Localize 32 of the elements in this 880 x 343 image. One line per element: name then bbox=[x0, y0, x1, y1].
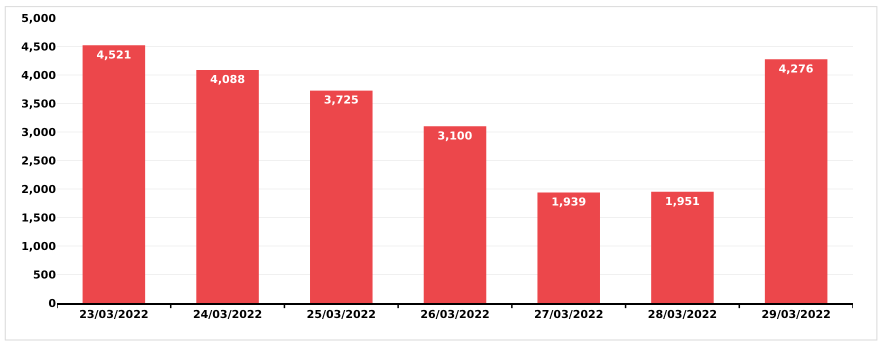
y-tick-label: 1,500 bbox=[21, 211, 56, 224]
bar bbox=[764, 59, 828, 303]
y-tick-label: 2,000 bbox=[21, 182, 56, 196]
x-tick-label: 27/03/2022 bbox=[534, 308, 604, 321]
bar bbox=[310, 90, 373, 303]
data-label: 4,088 bbox=[210, 72, 245, 86]
bar bbox=[537, 192, 600, 303]
data-label: 1,951 bbox=[665, 194, 700, 208]
bar bbox=[196, 70, 259, 303]
bar bbox=[424, 126, 486, 303]
y-tick-label: 3,500 bbox=[21, 97, 56, 110]
bar bbox=[82, 45, 146, 303]
y-tick-label: 5,000 bbox=[21, 12, 56, 25]
y-tick-label: 3,000 bbox=[21, 126, 56, 139]
bar bbox=[651, 192, 714, 303]
y-tick-label: 0 bbox=[48, 296, 56, 310]
x-tick-label: 24/03/2022 bbox=[192, 308, 262, 321]
y-tick-label: 4,500 bbox=[21, 40, 56, 54]
y-tick-label: 2,500 bbox=[21, 154, 56, 168]
y-tick-label: 4,000 bbox=[21, 68, 56, 82]
x-tick-label: 28/03/2022 bbox=[648, 308, 718, 321]
y-tick-label: 1,000 bbox=[21, 240, 56, 253]
data-label: 4,521 bbox=[96, 48, 132, 62]
x-tick-label: 29/03/2022 bbox=[762, 308, 831, 321]
data-label: 3,100 bbox=[437, 129, 473, 142]
y-tick-label: 500 bbox=[33, 268, 56, 282]
data-label: 3,725 bbox=[324, 94, 359, 107]
data-label: 4,276 bbox=[778, 62, 814, 76]
x-tick-label: 23/03/2022 bbox=[79, 308, 148, 321]
x-tick-label: 25/03/2022 bbox=[306, 308, 376, 321]
data-label: 1,939 bbox=[551, 195, 586, 208]
x-tick-label: 26/03/2022 bbox=[420, 308, 490, 321]
